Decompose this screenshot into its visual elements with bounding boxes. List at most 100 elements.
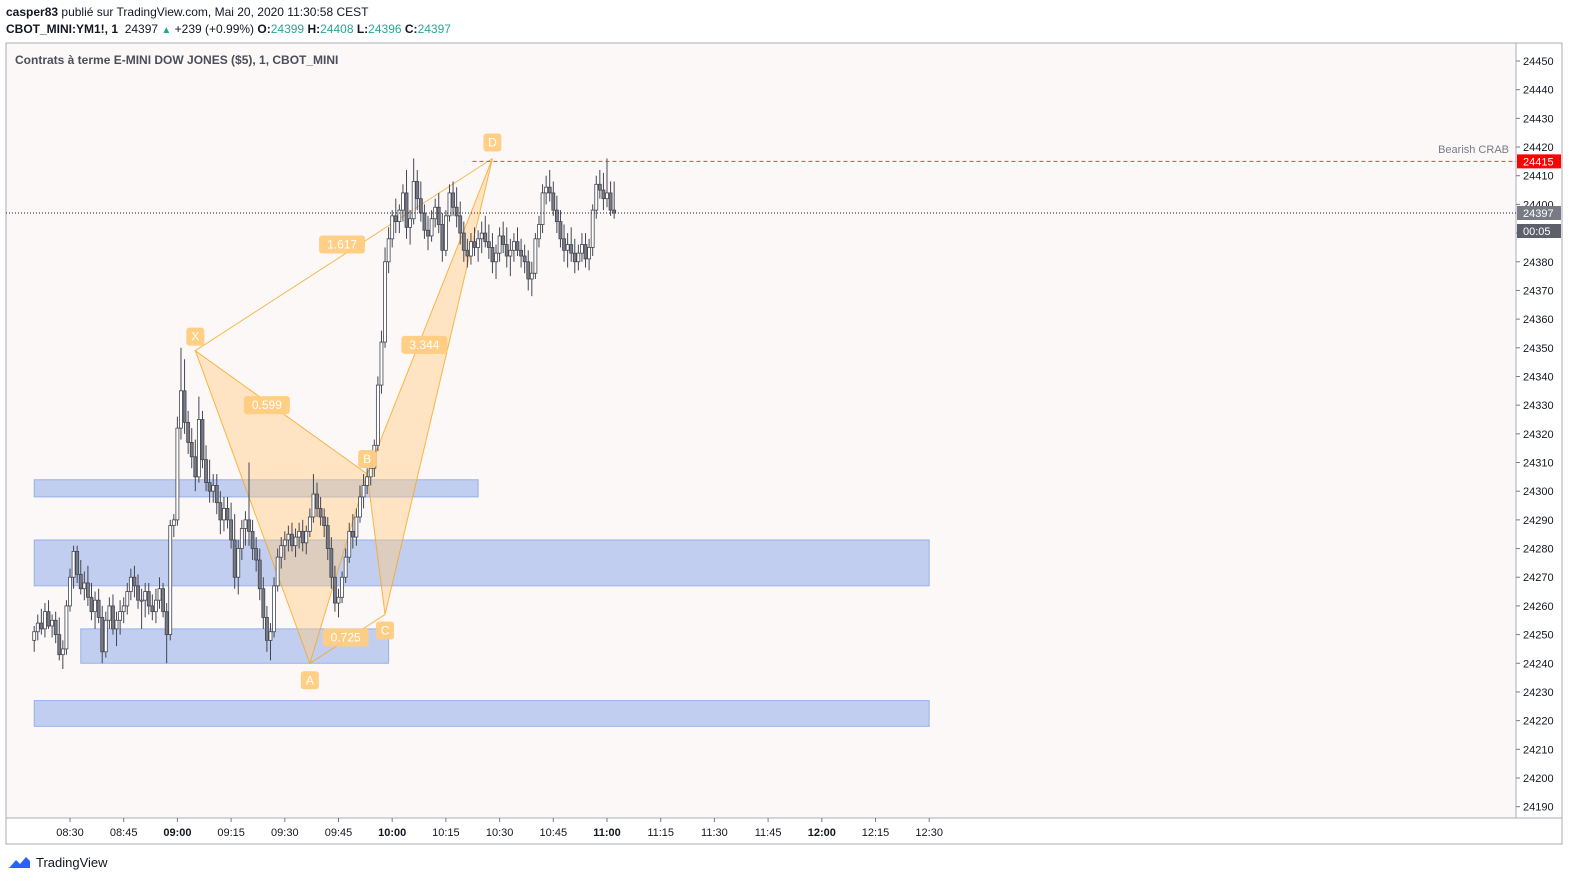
candle-body: [182, 390, 187, 423]
candle-body: [32, 631, 37, 641]
point-label-a-text: A: [306, 673, 314, 687]
candle-body: [476, 238, 481, 248]
candle-body: [461, 232, 466, 251]
candle-body: [150, 605, 155, 613]
candle-body: [272, 585, 276, 633]
ratio-label: 1.617: [319, 235, 366, 254]
candle-body: [393, 215, 398, 223]
candle-body: [386, 238, 391, 263]
candle-body: [239, 528, 244, 549]
candle-body: [547, 186, 552, 194]
candle-body: [229, 519, 234, 541]
price-tick-label: 24430: [1523, 113, 1554, 125]
candle-body: [551, 192, 556, 211]
candle-body: [569, 244, 574, 254]
candle-body: [415, 181, 420, 200]
author-name[interactable]: casper83: [6, 5, 59, 19]
last-price: 24397: [124, 22, 159, 36]
point-label-a: A: [300, 671, 319, 690]
price-tick-label: 24210: [1523, 744, 1554, 756]
candle-body: [608, 192, 613, 211]
open-label: O:: [257, 22, 271, 36]
tradingview-footer[interactable]: TradingView: [6, 854, 108, 870]
candle-body: [605, 192, 609, 200]
candle-body: [121, 605, 126, 613]
ratio-label-bg: [243, 396, 290, 415]
time-tick-label: 11:30: [701, 827, 728, 839]
point-label-a-bg: [300, 671, 319, 690]
candle-body: [494, 252, 498, 263]
time-tick-label: 10:15: [432, 827, 460, 839]
candle-body: [497, 235, 502, 254]
last-price-tag-text: 24397: [1523, 208, 1554, 220]
candle-body: [375, 384, 380, 446]
price-lines: [6, 160, 1516, 214]
candle-body: [397, 209, 402, 223]
price-zone: [33, 700, 930, 727]
candle-body: [204, 459, 208, 483]
candle-body: [35, 622, 40, 633]
time-tick-label: 11:15: [647, 827, 674, 839]
candle-body: [565, 244, 570, 251]
candle-body: [318, 508, 323, 518]
candle-body: [218, 502, 223, 521]
candle-body: [529, 272, 534, 280]
candle-body: [540, 192, 545, 225]
candle-body: [440, 224, 445, 251]
candle-body: [601, 189, 606, 200]
candle-body: [193, 456, 198, 478]
price-tick-label: 24220: [1523, 716, 1554, 728]
price-tick-label: 24260: [1523, 601, 1554, 613]
price-axis[interactable]: 24190 24200 24210 24220 24230 24240 24250 24260…: [1516, 56, 1561, 814]
price-tick-label: 24280: [1523, 544, 1554, 556]
candle-body: [508, 249, 513, 257]
point-label-x-bg: [186, 327, 205, 346]
candle-body: [519, 249, 523, 257]
candle-body: [114, 619, 119, 630]
candle-body: [576, 252, 581, 263]
candle-body: [454, 206, 459, 217]
candle-body: [290, 533, 294, 547]
candle-body: [333, 576, 337, 604]
harmonic-pattern: [194, 158, 493, 665]
price-tick-label: 24410: [1523, 171, 1554, 183]
point-label-d-text: D: [488, 136, 497, 150]
price-tick-label: 24230: [1523, 687, 1554, 699]
candle-body: [125, 591, 130, 607]
candle-body: [57, 634, 62, 656]
candle-body: [214, 485, 219, 504]
candle-body: [490, 247, 495, 263]
time-axis[interactable]: 08:30 08:45 09:00 09:15 09:30 09:45 10:00 10:15…: [56, 818, 943, 839]
candle-body: [501, 235, 506, 245]
time-axis-background: [5, 817, 1563, 845]
candle-body: [515, 241, 520, 251]
candle-body: [418, 198, 423, 214]
candle-body: [426, 229, 430, 237]
price-tick-label: 24450: [1523, 56, 1554, 68]
candle-body: [572, 252, 577, 263]
candle-body: [483, 232, 488, 243]
candle-body: [594, 183, 599, 211]
time-tick-label: 09:00: [163, 827, 191, 839]
candle-body: [526, 261, 531, 280]
candle-body: [82, 582, 87, 590]
countdown-tag-text: 00:05: [1523, 226, 1551, 238]
last-price-tag: [1517, 206, 1561, 221]
open-value: 24399: [270, 22, 305, 36]
price-tick-label: 24290: [1523, 515, 1554, 527]
ratio-label-text: 0.599: [252, 398, 282, 412]
candle-body: [612, 209, 617, 214]
pattern-line-xd: [195, 158, 493, 352]
time-tick-label: 11:00: [593, 827, 621, 839]
candle-body: [479, 232, 484, 240]
candle-body: [580, 244, 584, 254]
pattern-price-tag-text: 24415: [1523, 156, 1554, 168]
price-tick-label: 24370: [1523, 285, 1554, 297]
ratio-label-text: 0.725: [331, 630, 361, 644]
candle-body: [465, 249, 470, 257]
candle-body: [429, 218, 434, 237]
candle-body: [268, 631, 273, 641]
candle-body: [451, 192, 455, 208]
candle-body: [75, 551, 80, 575]
